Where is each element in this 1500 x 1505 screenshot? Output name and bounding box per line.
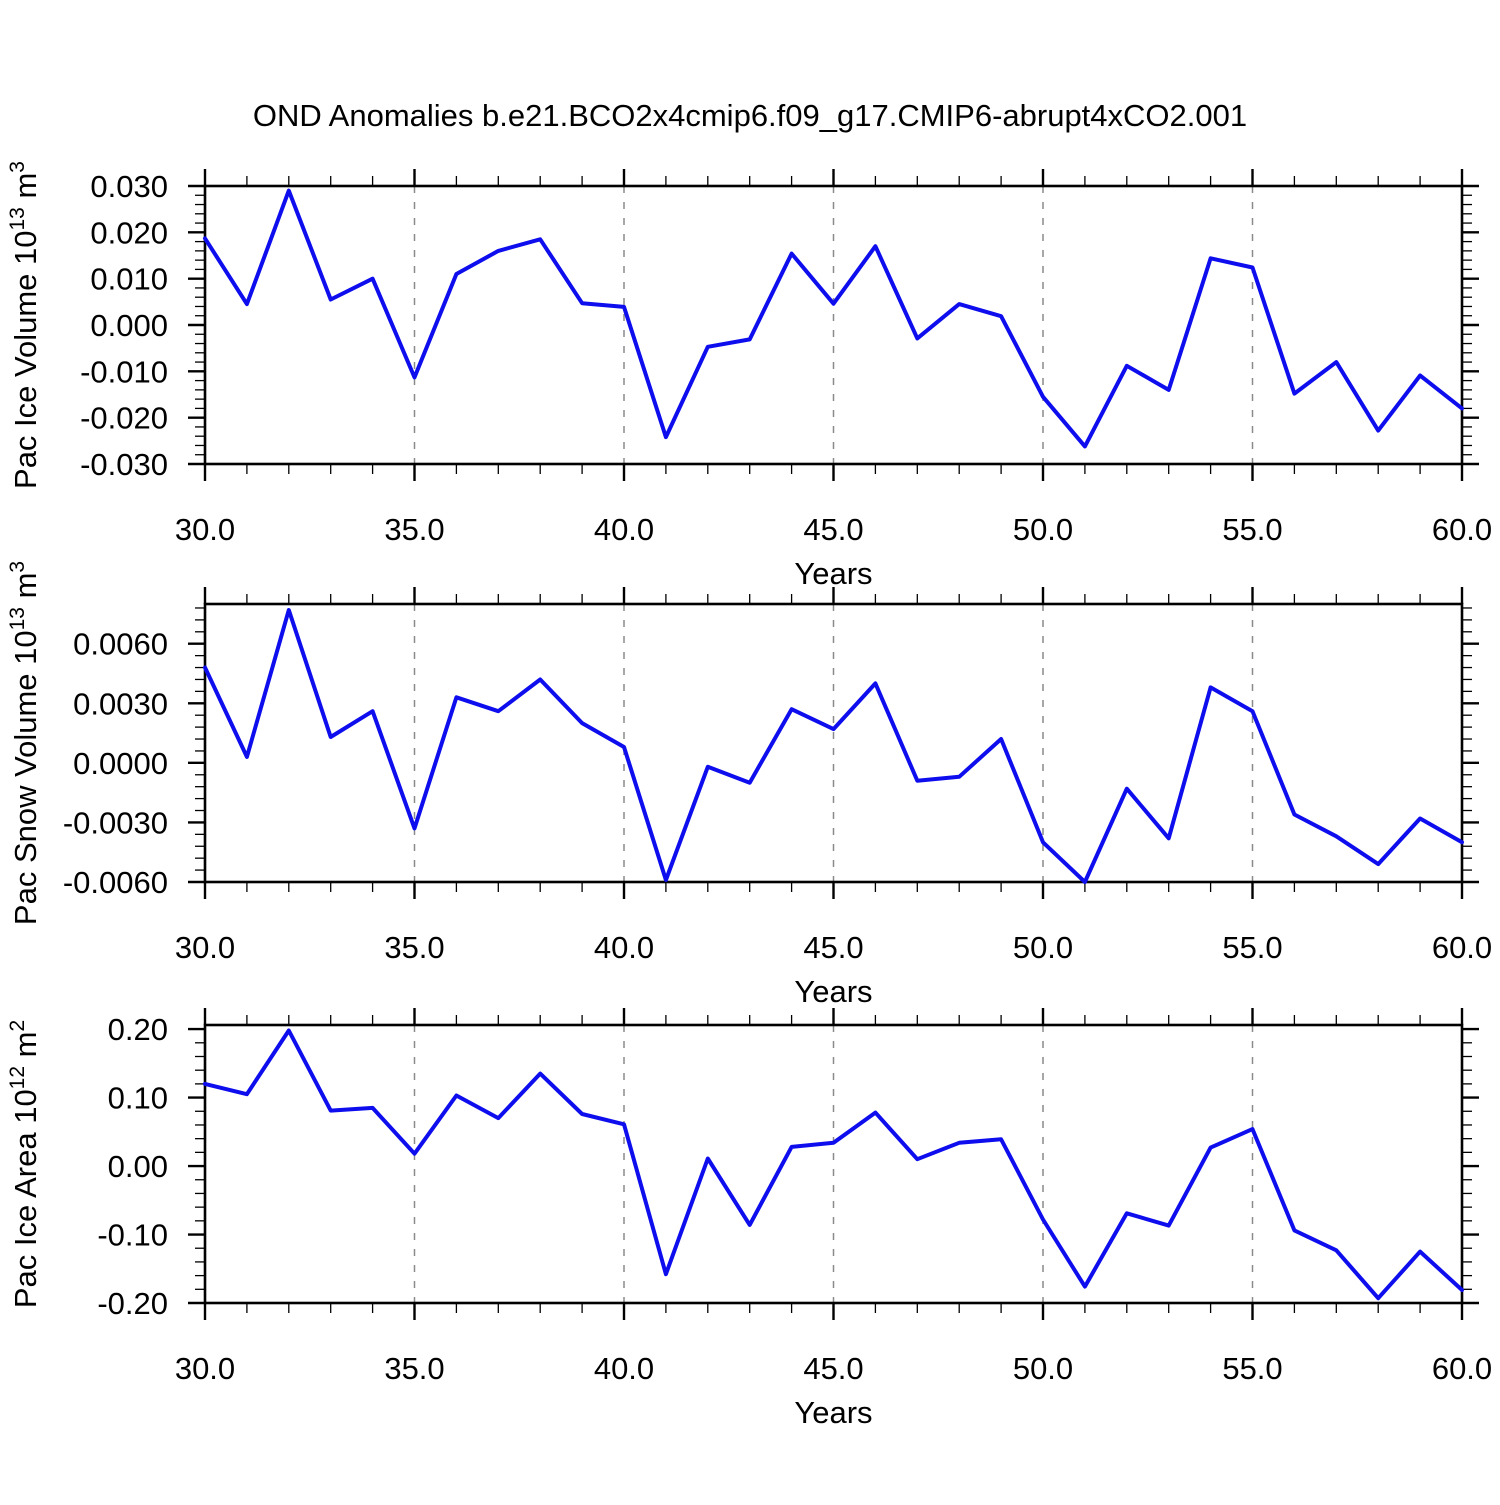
panel-1-y-ticks — [188, 184, 1479, 466]
panels-container: 0.0300.0200.0100.000-0.010-0.020-0.03030… — [6, 161, 1492, 1430]
y-tick-label: -0.20 — [97, 1286, 168, 1321]
x-tick-label: 35.0 — [384, 930, 444, 965]
x-tick-label: 40.0 — [594, 512, 654, 547]
panel-3-x-tick-labels: 30.0 35.0 40.0 45.0 50.0 55.0 60.0 — [175, 1351, 1492, 1386]
y-axis-title: Pac Ice Volume 1013 m3 — [6, 161, 43, 489]
y-axis-title: Pac Ice Area 1012 m2 — [6, 1020, 43, 1308]
panel-2-y-tick-labels: 0.0060 0.0030 0.0000 -0.0030 -0.0060 — [63, 627, 168, 900]
panel-1-series-line — [203, 188, 1464, 449]
x-tick-label: 40.0 — [594, 930, 654, 965]
panel-1-y-tick-labels: 0.030 0.020 0.010 0.000 -0.010 -0.020 -0.030 — [80, 169, 168, 482]
x-tick-label: 55.0 — [1222, 512, 1282, 547]
y-tick-label: 0.20 — [108, 1012, 168, 1047]
panel-3-frame — [203, 1023, 1464, 1305]
panel-1-x-ticks — [203, 169, 1464, 481]
x-tick-label: 30.0 — [175, 1351, 235, 1386]
y-tick-label: -0.030 — [80, 447, 168, 482]
x-tick-label: 35.0 — [384, 1351, 444, 1386]
x-tick-label: 50.0 — [1013, 1351, 1073, 1386]
x-tick-label: 55.0 — [1222, 1351, 1282, 1386]
panel-2-x-tick-labels: 30.0 35.0 40.0 45.0 50.0 55.0 60.0 — [175, 930, 1492, 965]
y-tick-label: 0.00 — [108, 1149, 168, 1184]
x-tick-label: 55.0 — [1222, 930, 1282, 965]
panel-2-frame — [203, 602, 1464, 884]
y-tick-label: -0.0030 — [63, 805, 168, 840]
x-tick-label: 50.0 — [1013, 512, 1073, 547]
x-tick-label: 30.0 — [175, 512, 235, 547]
panel-1-x-tick-labels: 30.0 35.0 40.0 45.0 50.0 55.0 60.0 — [175, 512, 1492, 547]
figure-title: OND Anomalies b.e21.BCO2x4cmip6.f09_g17.… — [253, 98, 1247, 133]
x-tick-label: 45.0 — [803, 512, 863, 547]
y-tick-label: 0.0000 — [73, 746, 168, 781]
panel-3-y-tick-labels: 0.20 0.10 0.00 -0.10 -0.20 — [97, 1012, 168, 1321]
panel-3-y-ticks — [188, 1027, 1479, 1305]
y-tick-label: -0.10 — [97, 1218, 168, 1253]
y-tick-label: 0.010 — [90, 262, 168, 297]
x-axis-title: Years — [794, 556, 872, 591]
y-tick-label: 0.0060 — [73, 627, 168, 662]
panel-2-y-ticks — [188, 607, 1479, 884]
y-tick-label: 0.020 — [90, 215, 168, 250]
x-tick-label: 60.0 — [1432, 930, 1492, 965]
y-tick-label: 0.000 — [90, 308, 168, 343]
y-tick-label: 0.10 — [108, 1081, 168, 1116]
panel-2-x-ticks — [203, 587, 1464, 899]
x-tick-label: 50.0 — [1013, 930, 1073, 965]
x-tick-label: 45.0 — [803, 1351, 863, 1386]
y-tick-label: 0.030 — [90, 169, 168, 204]
panel-3-x-ticks — [203, 1008, 1464, 1320]
x-tick-label: 60.0 — [1432, 512, 1492, 547]
x-axis-title: Years — [794, 974, 872, 1009]
x-tick-label: 40.0 — [594, 1351, 654, 1386]
y-tick-label: -0.0060 — [63, 865, 168, 900]
x-tick-label: 35.0 — [384, 512, 444, 547]
y-tick-label: 0.0030 — [73, 686, 168, 721]
x-tick-label: 45.0 — [803, 930, 863, 965]
panel-1-frame — [203, 184, 1464, 466]
y-axis-title: Pac Snow Volume 1013 m3 — [6, 561, 43, 925]
y-tick-label: -0.010 — [80, 354, 168, 389]
x-tick-label: 30.0 — [175, 930, 235, 965]
panel-3-series-line — [203, 1028, 1464, 1301]
panel-1: 0.030 0.020 0.010 0.000 -0.010 -0.020 -0.03030… — [6, 161, 1492, 591]
y-tick-label: -0.020 — [80, 401, 168, 436]
x-tick-label: 60.0 — [1432, 1351, 1492, 1386]
x-axis-title: Years — [794, 1395, 872, 1430]
panel-2-series-line — [203, 608, 1464, 884]
